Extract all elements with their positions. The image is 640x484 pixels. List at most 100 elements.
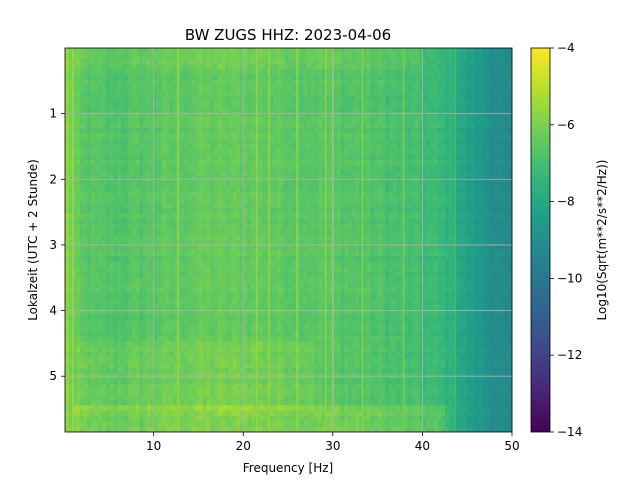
heatmap-cell: [258, 245, 264, 252]
heatmap-cell: [195, 69, 200, 76]
heatmap-cell: [377, 101, 383, 108]
heatmap-cell: [225, 90, 230, 97]
heatmap-cell: [307, 69, 312, 76]
heatmap-cell: [333, 186, 338, 193]
heatmap-cell: [471, 261, 476, 268]
heatmap-cell: [187, 128, 193, 134]
heatmap-cell: [471, 74, 476, 81]
heatmap-cell: [135, 208, 141, 214]
heatmap-cell: [377, 96, 383, 102]
heatmap-cell: [132, 224, 137, 230]
heatmap-cell: [269, 144, 275, 150]
heatmap-cell: [105, 138, 111, 145]
heatmap-cell: [105, 181, 111, 188]
heatmap-cell: [109, 64, 115, 70]
heatmap-cell: [102, 138, 107, 145]
heatmap-cell: [303, 80, 308, 86]
heatmap-cell: [65, 240, 70, 246]
heatmap-cell: [381, 80, 386, 86]
heatmap-cell: [485, 170, 491, 177]
heatmap-cell: [273, 224, 278, 230]
heatmap-cell: [102, 133, 107, 140]
heatmap-cell: [217, 112, 223, 118]
heatmap-cell: [385, 133, 390, 140]
heatmap-cell: [117, 122, 122, 129]
heatmap-cell: [497, 256, 502, 262]
heatmap-cell: [359, 101, 364, 108]
heatmap-cell: [307, 160, 312, 166]
heatmap-cell: [154, 90, 159, 97]
heatmap-cell: [344, 122, 349, 129]
heatmap-cell: [128, 149, 133, 156]
heatmap-cell: [471, 138, 476, 145]
heatmap-cell: [146, 122, 152, 129]
heatmap-cell: [199, 160, 204, 166]
heatmap-cell: [441, 165, 446, 172]
heatmap-cell: [396, 101, 401, 108]
heatmap-cell: [336, 48, 342, 54]
heatmap-cell: [158, 117, 163, 124]
heatmap-cell: [269, 69, 275, 76]
heatmap-cell: [333, 85, 338, 92]
heatmap-cell: [124, 90, 129, 97]
heatmap-cell: [430, 202, 435, 209]
heatmap-cell: [411, 53, 416, 60]
heatmap-cell: [102, 53, 107, 60]
heatmap-cell: [456, 261, 461, 268]
heatmap-cell: [243, 144, 249, 150]
heatmap-cell: [303, 69, 308, 76]
heatmap-cell: [392, 117, 398, 124]
heatmap-cell: [400, 112, 405, 118]
heatmap-cell: [359, 186, 364, 193]
heatmap-cell: [87, 160, 92, 166]
heatmap-cell: [389, 245, 394, 252]
heatmap-cell: [180, 96, 185, 102]
heatmap-cell: [109, 256, 115, 262]
heatmap-cell: [344, 64, 349, 70]
heatmap-cell: [456, 229, 461, 236]
heatmap-cell: [87, 202, 92, 209]
heatmap-cell: [400, 234, 405, 241]
heatmap-cell: [120, 58, 126, 65]
heatmap-cell: [474, 218, 480, 225]
heatmap-cell: [389, 58, 394, 65]
heatmap-cell: [236, 48, 241, 54]
heatmap-cell: [266, 101, 271, 108]
heatmap-cell: [433, 213, 439, 220]
heatmap-cell: [467, 154, 472, 161]
heatmap-cell: [195, 218, 200, 225]
heatmap-cell: [299, 144, 304, 150]
heatmap-cell: [370, 112, 375, 118]
heatmap-cell: [422, 250, 427, 257]
heatmap-cell: [284, 90, 290, 97]
heatmap-cell: [94, 112, 100, 118]
heatmap-cell: [370, 106, 375, 113]
heatmap-cell: [463, 165, 468, 172]
heatmap-cell: [444, 48, 450, 54]
heatmap-cell: [273, 165, 278, 172]
heatmap-cell: [199, 234, 204, 241]
heatmap-cell: [344, 112, 349, 118]
heatmap-cell: [497, 186, 502, 193]
heatmap-cell: [448, 250, 453, 257]
heatmap-cell: [295, 64, 301, 70]
heatmap-cell: [199, 96, 204, 102]
heatmap-cell: [120, 90, 126, 97]
heatmap-cell: [273, 192, 278, 198]
heatmap-cell: [444, 69, 450, 76]
heatmap-cell: [232, 192, 237, 198]
heatmap-cell: [173, 229, 178, 236]
heatmap-cell: [318, 218, 323, 225]
heatmap-cell: [437, 53, 442, 60]
heatmap-cell: [307, 165, 312, 172]
heatmap-cell: [139, 64, 144, 70]
heatmap-cell: [210, 149, 215, 156]
heatmap-cell: [448, 202, 453, 209]
heatmap-cell: [68, 181, 74, 188]
heatmap-cell: [299, 80, 304, 86]
heatmap-cell: [214, 261, 219, 268]
heatmap-cell: [161, 256, 167, 262]
heatmap-cell: [471, 112, 476, 118]
heatmap-cell: [94, 138, 100, 145]
heatmap-cell: [195, 240, 200, 246]
